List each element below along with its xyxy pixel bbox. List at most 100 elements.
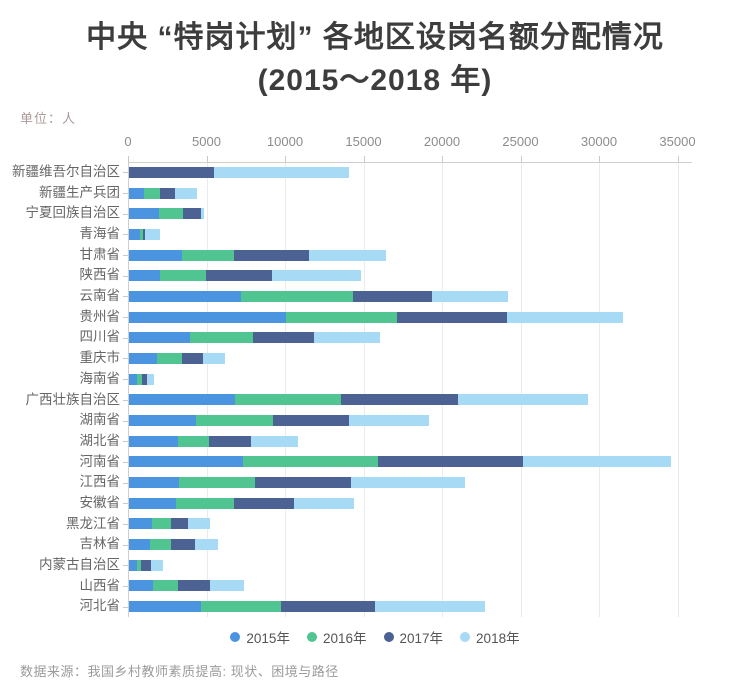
bar-segment-2017年 bbox=[378, 456, 524, 468]
category-tick-mark bbox=[123, 234, 128, 235]
bar-segment-2018年 bbox=[523, 456, 671, 468]
legend-dot-icon bbox=[306, 632, 317, 642]
bar-segment-2015年 bbox=[129, 311, 287, 323]
bar-segment-2017年 bbox=[205, 270, 272, 282]
bar-segment-2016年 bbox=[159, 208, 184, 220]
category-label: 海南省 bbox=[79, 370, 121, 386]
bar-segment-2018年 bbox=[150, 559, 164, 571]
bar-row bbox=[129, 601, 485, 613]
bar-row bbox=[129, 290, 508, 302]
legend-item-2017年: 2017年 bbox=[383, 627, 443, 647]
bar-segment-2016年 bbox=[143, 187, 160, 199]
bar-segment-2017年 bbox=[141, 559, 151, 571]
category-label: 广西壮族自治区 bbox=[25, 391, 121, 407]
x-axis-line bbox=[128, 162, 692, 163]
bar-segment-2016年 bbox=[189, 332, 253, 344]
category-label: 内蒙古自治区 bbox=[39, 556, 120, 572]
bar-row bbox=[129, 580, 245, 592]
bar-segment-2017年 bbox=[129, 166, 214, 178]
x-axis-tick-label: 30000 bbox=[580, 134, 618, 149]
x-axis-tick-label: 20000 bbox=[423, 134, 461, 149]
category-label: 黑龙江省 bbox=[66, 515, 120, 531]
gridline-30000 bbox=[599, 162, 600, 617]
category-label: 新疆维吾尔自治区 bbox=[12, 164, 120, 179]
bar-segment-2017年 bbox=[273, 415, 349, 427]
category-tick-mark bbox=[123, 462, 128, 463]
bar-segment-2016年 bbox=[159, 270, 206, 282]
bar-segment-2017年 bbox=[142, 228, 145, 240]
bar-row bbox=[129, 497, 354, 509]
category-tick-mark bbox=[123, 172, 128, 173]
chart-title-line1: 中央 “特岗计划” 各地区设岗名额分配情况 bbox=[86, 21, 664, 54]
bar-segment-2017年 bbox=[142, 373, 147, 385]
legend-label: 2018年 bbox=[476, 631, 520, 646]
bar-segment-2018年 bbox=[271, 270, 362, 282]
bar-segment-2016年 bbox=[243, 456, 379, 468]
bar-segment-2016年 bbox=[152, 518, 171, 530]
bar-row bbox=[129, 228, 160, 240]
bar-row bbox=[129, 187, 198, 199]
bar-segment-2018年 bbox=[203, 352, 226, 364]
bar-segment-2015年 bbox=[129, 228, 140, 240]
x-axis-tick-mark bbox=[363, 156, 365, 162]
bar-segment-2018年 bbox=[194, 539, 219, 551]
bar-segment-2017年 bbox=[177, 580, 210, 592]
bar-segment-2018年 bbox=[374, 601, 485, 613]
legend-dot-icon bbox=[230, 632, 241, 642]
bar-segment-2018年 bbox=[351, 477, 465, 489]
bar-segment-2016年 bbox=[150, 539, 172, 551]
category-label: 甘肃省 bbox=[79, 246, 121, 262]
category-label: 河北省 bbox=[79, 598, 121, 614]
category-tick-mark bbox=[123, 276, 128, 277]
gridline-25000 bbox=[520, 162, 522, 617]
bar-segment-2015年 bbox=[129, 580, 154, 592]
bar-segment-2015年 bbox=[129, 187, 144, 199]
bar-row bbox=[129, 352, 226, 364]
bar-row bbox=[129, 415, 430, 427]
bar-segment-2017年 bbox=[252, 332, 315, 344]
bar-segment-2018年 bbox=[146, 373, 155, 385]
bar-segment-2015年 bbox=[129, 270, 160, 282]
bar-segment-2016年 bbox=[136, 373, 143, 385]
category-tick-mark bbox=[123, 565, 128, 566]
gridline-5000 bbox=[206, 162, 208, 617]
bar-segment-2018年 bbox=[175, 187, 198, 199]
category-tick-mark bbox=[123, 483, 128, 484]
bar-segment-2017年 bbox=[353, 290, 432, 302]
category-label: 湖北省 bbox=[79, 432, 121, 448]
x-axis-tick-label: 15000 bbox=[345, 134, 382, 149]
bar-row bbox=[129, 270, 362, 282]
bar-segment-2017年 bbox=[181, 352, 204, 364]
category-tick-mark bbox=[123, 545, 128, 546]
bar-row bbox=[129, 166, 349, 178]
bar-segment-2017年 bbox=[170, 518, 189, 530]
bar-row bbox=[129, 477, 465, 489]
chart-title-line2: (2015～2018 年) bbox=[257, 64, 493, 97]
x-axis-tick-mark bbox=[520, 156, 522, 162]
bar-segment-2015年 bbox=[129, 373, 137, 385]
category-label: 贵州省 bbox=[79, 308, 121, 324]
category-label: 陕西省 bbox=[79, 267, 121, 283]
data-source-caption: 数据来源：我国乡村教师素质提高: 现状、困境与路径 bbox=[20, 664, 339, 679]
bar-segment-2017年 bbox=[255, 477, 352, 489]
category-tick-mark bbox=[123, 586, 128, 587]
bar-segment-2016年 bbox=[153, 580, 178, 592]
bar-segment-2018年 bbox=[506, 311, 624, 323]
legend-dot-icon bbox=[383, 632, 394, 642]
x-axis-tick-mark bbox=[285, 156, 286, 162]
x-axis-tick-mark bbox=[206, 156, 208, 162]
bar-segment-2016年 bbox=[234, 394, 341, 406]
bar-segment-2015年 bbox=[129, 208, 160, 220]
bar-segment-2018年 bbox=[293, 497, 354, 509]
legend-item-2018年: 2018年 bbox=[460, 627, 520, 647]
bar-segment-2015年 bbox=[129, 332, 190, 344]
bar-segment-2017年 bbox=[208, 435, 252, 447]
bar-segment-2016年 bbox=[175, 497, 234, 509]
bar-segment-2015年 bbox=[129, 290, 241, 302]
bar-segment-2018年 bbox=[348, 415, 430, 427]
bar-segment-2016年 bbox=[137, 559, 142, 571]
unit-label: 单位：人 bbox=[20, 111, 77, 126]
bar-segment-2018年 bbox=[251, 435, 299, 447]
bar-segment-2018年 bbox=[209, 580, 245, 592]
